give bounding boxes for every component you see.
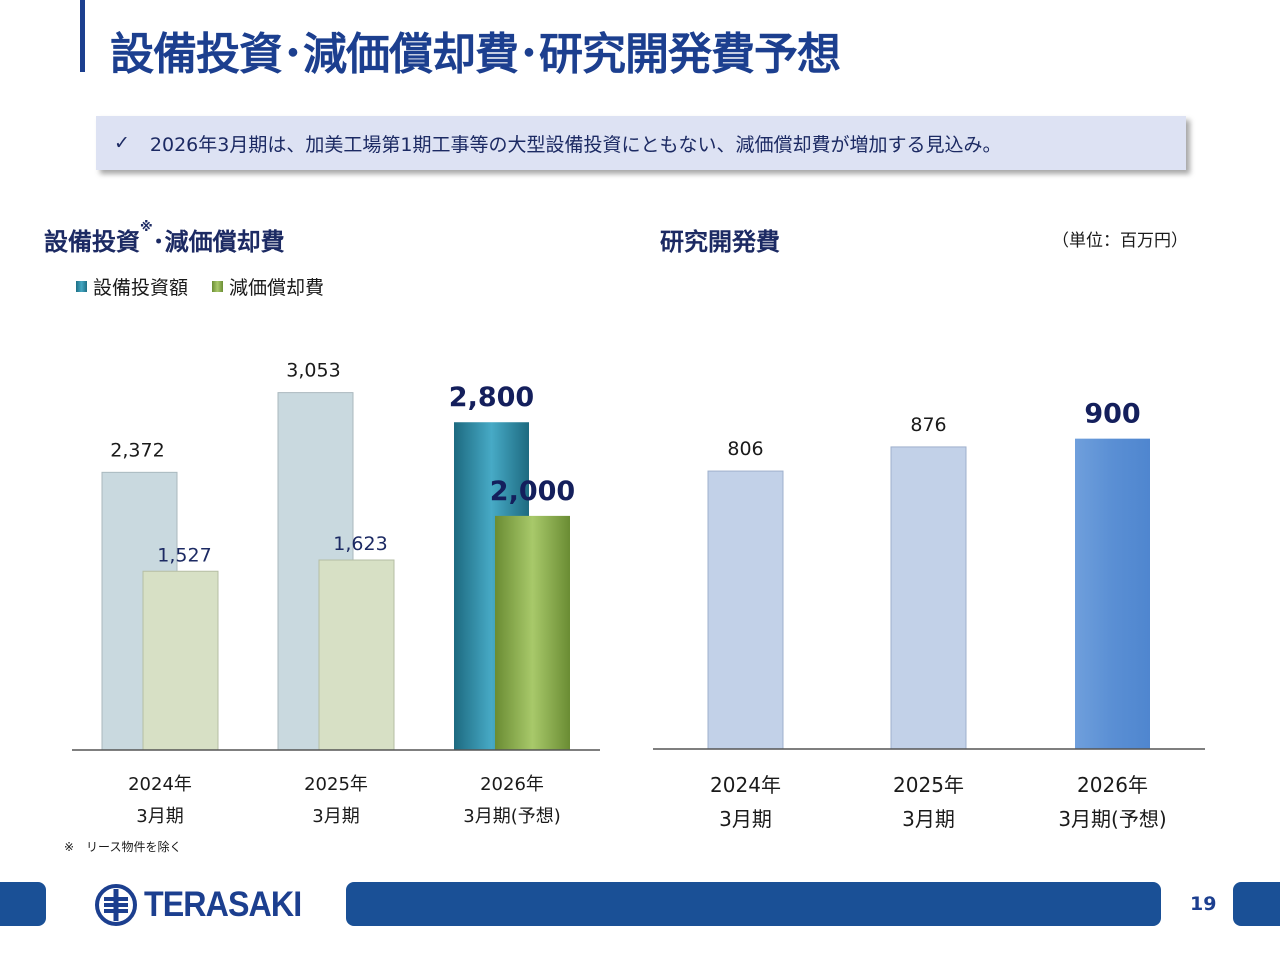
x-tick-label: 2026年 [480, 774, 544, 795]
x-tick-label: 2025年 [304, 774, 368, 795]
rnd-bar [707, 470, 784, 750]
legend-swatch-capex [76, 281, 87, 292]
x-tick-label: 2024年 [128, 774, 192, 795]
footnote: ※ リース物件を除く [64, 840, 182, 854]
legend-label-depreciation: 減価償却費 [229, 277, 325, 299]
rnd-chart: 806 2024年 3月期 876 2025年 3月期 900 2026年 3月期(予想) [653, 399, 1205, 831]
rnd-section-title: 研究開発費 [660, 228, 780, 256]
x-tick-label: 2025年 [893, 773, 964, 797]
title-accent-bar [80, 0, 85, 72]
depreciation-bar [318, 559, 395, 751]
depreciation-title-text: ･減価償却費 [152, 228, 285, 256]
legend-item-capex: 設備投資額 [76, 273, 188, 300]
depreciation-bar [495, 515, 570, 750]
page-number: 19 [1190, 893, 1217, 915]
footnote-mark: ※ [140, 220, 153, 235]
x-tick-label: 2024年 [710, 773, 781, 797]
logo-text: TERASAKI [144, 885, 302, 924]
capex-value-label: 3,053 [286, 360, 340, 382]
x-tick-label: 3月期(予想) [463, 806, 561, 827]
depreciation-value-label: 1,527 [157, 544, 211, 566]
footer-bar-left [0, 882, 46, 926]
rnd-value-label: 806 [727, 438, 763, 460]
company-logo: TERASAKI [94, 883, 315, 927]
x-tick-label: 3月期 [136, 806, 183, 827]
x-tick-label: 2026年 [1077, 773, 1148, 797]
capex-section-title: 設備投資※･減価償却費 [44, 220, 285, 257]
capex-depreciation-chart: 2,372 1,527 2024年 3月期 3,053 1,623 2025年 3月期 2,80… [72, 360, 600, 827]
legend-swatch-depreciation [212, 281, 224, 292]
rnd-value-label: 900 [1084, 399, 1140, 430]
chart-legend: 設備投資額 減価償却費 [76, 273, 348, 300]
capex-title-text: 設備投資 [44, 228, 140, 256]
footer-bar-right [1233, 882, 1280, 926]
check-icon: ✓ [114, 132, 130, 154]
x-tick-label: 3月期 [312, 806, 359, 827]
legend-item-depreciation: 減価償却費 [212, 273, 324, 300]
unit-label: （単位：百万円） [1052, 231, 1188, 251]
depreciation-bar [142, 570, 219, 751]
x-tick-label: 3月期 [719, 807, 772, 831]
x-tick-label: 3月期 [902, 807, 955, 831]
depreciation-value-label: 1,623 [333, 533, 387, 555]
capex-value-label: 2,800 [449, 382, 534, 413]
capex-value-label: 2,372 [110, 439, 164, 461]
rnd-bar [890, 446, 967, 750]
depreciation-value-label: 2,000 [490, 476, 575, 507]
summary-text: 2026年3月期は、加美工場第1期工事等の大型設備投資にともない、減価償却費が増… [149, 133, 1002, 156]
page-title: 設備投資･減価償却費･研究開発費予想 [110, 29, 841, 80]
terasaki-logo-icon [95, 884, 137, 926]
rnd-bar [1075, 438, 1150, 749]
x-tick-label: 3月期(予想) [1058, 807, 1166, 831]
legend-label-capex: 設備投資額 [93, 277, 189, 299]
summary-banner: ✓ 2026年3月期は、加美工場第1期工事等の大型設備投資にともない、減価償却費… [96, 116, 1186, 170]
rnd-value-label: 876 [910, 414, 946, 436]
footer-bar-middle [346, 882, 1161, 926]
